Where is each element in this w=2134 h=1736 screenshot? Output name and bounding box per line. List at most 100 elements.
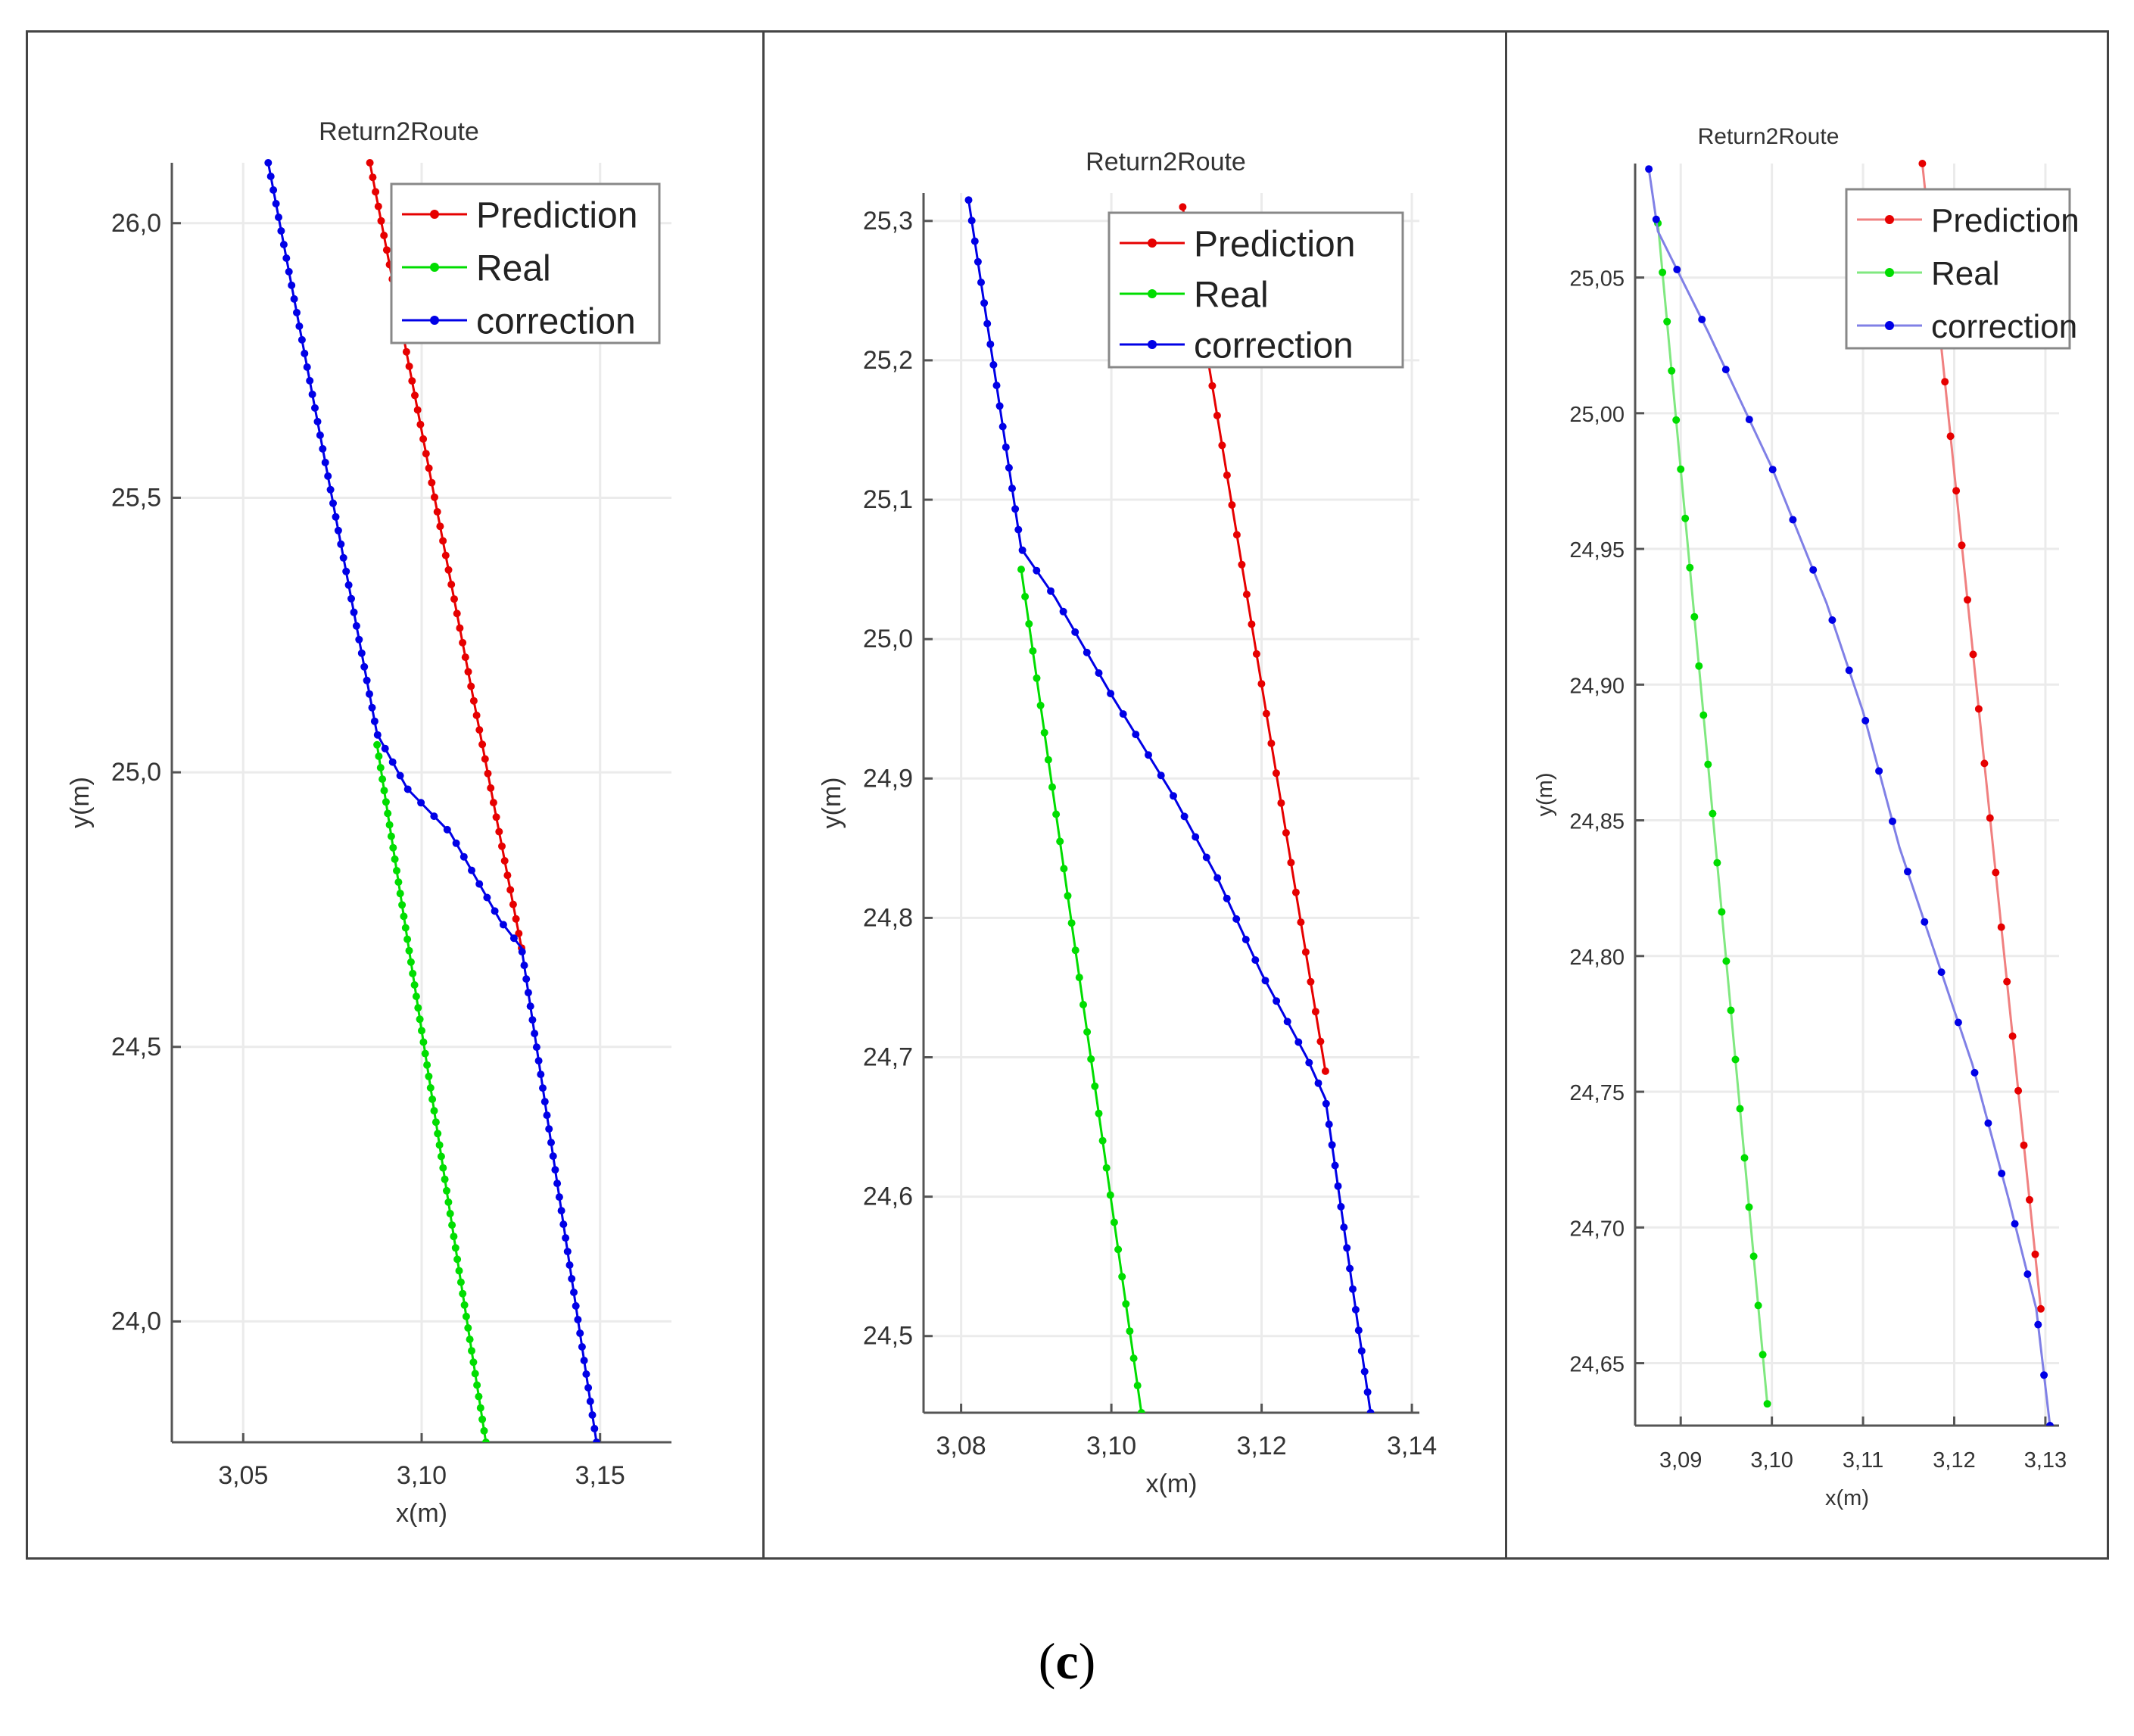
data-point-real bbox=[1681, 514, 1690, 522]
data-point-real bbox=[1695, 662, 1703, 670]
legend-label: Real bbox=[476, 248, 551, 288]
data-point-correction bbox=[368, 703, 376, 712]
data-point-correction bbox=[980, 299, 989, 307]
x-tick-label: 3,12 bbox=[1236, 1432, 1286, 1460]
data-point-correction bbox=[285, 267, 293, 276]
data-point-prediction bbox=[425, 464, 433, 472]
data-point-real bbox=[401, 924, 410, 932]
data-point-prediction bbox=[372, 188, 380, 196]
data-point-prediction bbox=[444, 566, 453, 574]
data-point-real bbox=[403, 935, 412, 943]
data-point-prediction bbox=[1311, 1008, 1319, 1016]
data-point-correction bbox=[1334, 1182, 1342, 1190]
legend: Prediction Real correction bbox=[1107, 211, 1404, 369]
data-point-real bbox=[1659, 268, 1667, 276]
data-point-real bbox=[1033, 674, 1041, 682]
data-point-prediction bbox=[1179, 203, 1187, 211]
data-point-correction bbox=[350, 608, 358, 616]
x-tick-label: 3,13 bbox=[2024, 1448, 2067, 1473]
data-point-correction bbox=[593, 1438, 600, 1442]
data-point-correction bbox=[279, 241, 288, 248]
data-point-real bbox=[1048, 783, 1056, 791]
data-point-prediction bbox=[431, 493, 438, 501]
legend-label: correction bbox=[476, 301, 636, 341]
data-point-real bbox=[1754, 1301, 1762, 1310]
data-point-real bbox=[443, 1186, 450, 1195]
caption-open: ( bbox=[1038, 1632, 1056, 1690]
data-point-correction bbox=[1273, 997, 1281, 1005]
data-point-correction bbox=[1328, 1141, 1336, 1149]
data-point-prediction bbox=[1964, 596, 1971, 604]
data-point-real bbox=[1102, 1164, 1111, 1172]
y-tick-label: 24,6 bbox=[863, 1183, 913, 1211]
data-point-prediction bbox=[374, 202, 382, 210]
data-point-correction bbox=[301, 349, 309, 357]
y-tick-label: 25,0 bbox=[111, 758, 161, 787]
x-tick-label: 3,05 bbox=[218, 1461, 268, 1490]
data-point-real bbox=[428, 1096, 437, 1103]
data-point-correction bbox=[303, 363, 311, 371]
data-point-prediction bbox=[413, 406, 422, 414]
data-point-real bbox=[1079, 1001, 1087, 1008]
data-point-correction bbox=[1875, 767, 1883, 775]
caption-close: ) bbox=[1078, 1632, 1096, 1690]
data-point-correction bbox=[578, 1343, 586, 1351]
data-point-real bbox=[382, 798, 390, 806]
data-point-correction bbox=[1331, 1161, 1339, 1170]
data-point-real bbox=[1713, 859, 1721, 867]
data-point-prediction bbox=[1941, 378, 1949, 386]
data-point-prediction bbox=[1946, 432, 1955, 441]
data-point-real bbox=[385, 821, 394, 829]
data-point-real bbox=[1686, 563, 1694, 572]
data-point-correction bbox=[293, 308, 301, 316]
data-point-real bbox=[1071, 946, 1079, 955]
data-point-correction bbox=[344, 581, 353, 589]
data-point-correction bbox=[277, 227, 285, 235]
chart-panel-2: 3,08 3,10 3,12 3,14 24,5 24,6 24,7 24,8 24,9 25,0… bbox=[762, 30, 1507, 1560]
data-point-prediction bbox=[1232, 531, 1241, 539]
data-point-correction bbox=[1698, 316, 1706, 323]
y-tick-label: 24,8 bbox=[863, 903, 913, 932]
data-point-real bbox=[425, 1072, 433, 1080]
data-point-prediction bbox=[416, 420, 425, 429]
data-point-correction bbox=[532, 1043, 541, 1052]
data-point-real bbox=[396, 890, 404, 898]
data-point-real bbox=[446, 1210, 454, 1217]
legend-label: Real bbox=[1931, 255, 2000, 292]
chart-svg-3: 3,09 3,10 3,11 3,12 3,13 24,65 24,70 24,75 24,80… bbox=[1533, 124, 2079, 1510]
data-point-correction bbox=[539, 1084, 547, 1092]
data-point-prediction bbox=[411, 391, 419, 400]
x-tick-label: 3,10 bbox=[1750, 1448, 1793, 1473]
data-point-correction bbox=[1223, 894, 1231, 902]
series-real bbox=[1654, 219, 1771, 1408]
data-point-correction bbox=[1363, 1388, 1372, 1396]
y-axis-label: y(m) bbox=[818, 778, 846, 829]
legend: Prediction Real correction bbox=[1845, 188, 2079, 350]
data-point-correction bbox=[576, 1329, 584, 1337]
data-point-correction bbox=[1673, 266, 1681, 273]
data-point-real bbox=[1075, 974, 1083, 982]
data-point-real bbox=[1095, 1109, 1103, 1117]
series-correction bbox=[1645, 165, 2054, 1426]
data-point-prediction bbox=[509, 900, 517, 909]
data-point-real bbox=[1759, 1351, 1767, 1359]
data-point-correction bbox=[266, 173, 275, 180]
y-tick-label: 25,1 bbox=[863, 485, 913, 514]
data-point-correction bbox=[452, 839, 460, 847]
data-point-correction bbox=[1192, 833, 1200, 841]
data-point-correction bbox=[1283, 1018, 1291, 1026]
data-point-correction bbox=[557, 1207, 565, 1215]
data-point-correction bbox=[1357, 1347, 1366, 1355]
data-point-prediction bbox=[366, 159, 374, 167]
data-point-correction bbox=[1322, 1099, 1330, 1108]
data-point-correction bbox=[357, 649, 366, 657]
data-point-prediction bbox=[1958, 541, 1966, 550]
legend-label: Prediction bbox=[476, 195, 637, 235]
series-real bbox=[373, 740, 490, 1442]
y-tick-label: 24,95 bbox=[1569, 538, 1625, 563]
data-point-prediction bbox=[1316, 1037, 1325, 1046]
data-point-correction bbox=[559, 1220, 568, 1229]
data-point-correction bbox=[537, 1071, 545, 1079]
data-point-real bbox=[421, 1049, 429, 1058]
data-point-real bbox=[1740, 1154, 1749, 1162]
